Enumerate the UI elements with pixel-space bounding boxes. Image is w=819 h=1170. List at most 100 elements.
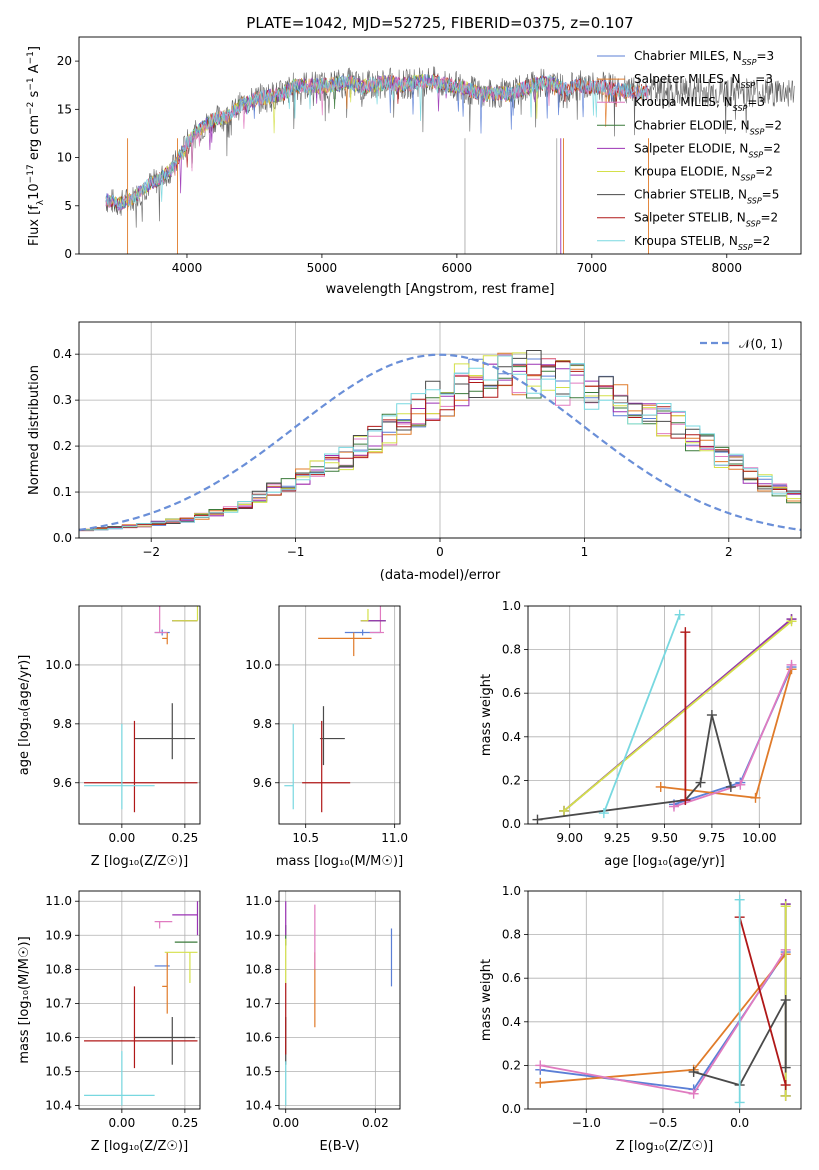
x-tick-label: 6000 — [442, 261, 473, 275]
spectrum-title: PLATE=1042, MJD=52725, FIBERID=0375, z=0… — [246, 14, 633, 32]
y-tick-label: 10.8 — [245, 962, 272, 976]
errorbar-salpeter-stelib — [84, 986, 198, 1069]
plot-area-weight_vs_Z — [535, 894, 791, 1108]
series-salpeter-miles — [655, 664, 797, 803]
y-tick-label: 0.2 — [53, 439, 72, 453]
y-tick-label: 9.6 — [253, 776, 272, 790]
y-tick-label: 10.4 — [45, 1099, 72, 1113]
age_vs_mass-xlabel: mass [log₁₀(M/M☉)] — [276, 854, 403, 869]
x-tick-label: 10.5 — [292, 831, 319, 845]
y-tick-label: 10.0 — [245, 658, 272, 672]
y-tick-label: 0.8 — [502, 928, 521, 942]
x-tick-label: −1 — [287, 545, 305, 559]
x-tick-label: 0.00 — [108, 1116, 135, 1130]
y-tick-label: 10.6 — [45, 1030, 72, 1044]
errorbar-kroupa-elodie — [164, 951, 198, 983]
y-tick-label: 15 — [57, 102, 72, 116]
legend-label-chabrier-miles: Chabrier MILES, NSSP=3 — [634, 49, 774, 67]
legend-label-kroupa-stelib: Kroupa STELIB, NSSP=2 — [634, 234, 770, 252]
residuals-ylabel: Normed distribution — [27, 365, 42, 495]
weight_vs_Z-xlabel: Z [log₁₀(Z/Z☉)] — [616, 1139, 713, 1154]
errorbar-kroupa-miles — [369, 606, 384, 634]
errorbar-kroupa-stelib — [84, 1051, 155, 1106]
errorbar-kroupa-miles — [154, 921, 173, 929]
y-tick-label: 1.0 — [502, 884, 521, 898]
y-tick-label: 20 — [57, 54, 72, 68]
spectrum-panel: PLATE=1042, MJD=52725, FIBERID=0375, z=0… — [26, 14, 802, 297]
errorbar-salpeter-miles — [162, 632, 168, 645]
y-tick-label: 0.4 — [502, 730, 521, 744]
age_vs_Z-xlabel: Z [log₁₀(Z/Z☉)] — [91, 854, 188, 869]
errorbar-salpeter-miles — [318, 632, 372, 657]
x-tick-label: 0.02 — [362, 1116, 389, 1130]
legend-label-chabrier-stelib: Chabrier STELIB, NSSP=5 — [634, 188, 779, 206]
x-tick-label: 0.25 — [172, 1116, 199, 1130]
y-tick-label: 10.9 — [245, 928, 272, 942]
series-kroupa-stelib — [734, 894, 745, 1108]
spectrum-xlabel: wavelength [Angstrom, rest frame] — [326, 282, 555, 297]
x-tick-label: 0 — [436, 545, 444, 559]
series-chabrier-stelib — [532, 710, 736, 824]
plot-area-age_vs_mass — [284, 606, 386, 813]
legend-label-kroupa-elodie: Kroupa ELODIE, NSSP=2 — [634, 165, 773, 183]
y-tick-label: 10 — [57, 151, 72, 165]
y-tick-label: 0 — [64, 247, 72, 261]
x-tick-label: 0.25 — [172, 831, 199, 845]
histogram-kroupa-stelib — [79, 355, 801, 538]
series-salpeter-stelib — [680, 627, 691, 806]
x-tick-label: 7000 — [577, 261, 608, 275]
series-kroupa-miles — [668, 659, 797, 812]
y-tick-label: 10.0 — [45, 658, 72, 672]
legend-label-salpeter-elodie: Salpeter ELODIE, NSSP=2 — [634, 141, 781, 159]
y-tick-label: 10.5 — [45, 1065, 72, 1079]
y-tick-label: 10.5 — [245, 1065, 272, 1079]
y-tick-label: 5 — [64, 199, 72, 213]
x-tick-label: 11.0 — [381, 831, 408, 845]
x-tick-label: 0.00 — [108, 831, 135, 845]
x-tick-label: 8000 — [712, 261, 743, 275]
mass_vs_Z-ylabel: mass [log₁₀(M/M☉)] — [17, 936, 32, 1063]
y-tick-label: 0.1 — [53, 485, 72, 499]
series-salpeter-stelib — [734, 912, 791, 1091]
x-tick-label: 0.0 — [730, 1116, 749, 1130]
y-tick-label: 0.6 — [502, 971, 521, 985]
errorbar-salpeter-stelib — [84, 720, 198, 813]
y-tick-label: 0.0 — [53, 531, 72, 545]
errorbar-salpeter-stelib — [302, 720, 351, 813]
y-tick-label: 11.0 — [45, 894, 72, 908]
x-tick-label: 9.25 — [604, 831, 631, 845]
x-tick-label: −2 — [142, 545, 160, 559]
plot-area-age_vs_Z — [84, 606, 199, 813]
weight_vs_age-ylabel: mass weight — [479, 674, 494, 756]
series-kroupa-elodie — [559, 616, 797, 816]
series-kroupa-stelib — [598, 609, 685, 819]
x-tick-label: 1 — [581, 545, 589, 559]
legend-label-salpeter-miles: Salpeter MILES, NSSP=3 — [634, 72, 773, 90]
mass_vs_Z-xlabel: Z [log₁₀(Z/Z☉)] — [91, 1139, 188, 1154]
y-tick-label: 0.8 — [502, 643, 521, 657]
y-tick-label: 0.0 — [502, 817, 521, 831]
histogram-salpeter-stelib — [79, 361, 801, 538]
mass-vs-ebv-panel: 0.00 0.02 10.4 10.5 10.6 10.7 10.8 10.9 11.0 E(B-… — [245, 890, 401, 1154]
plot-area-spectrum — [105, 66, 795, 254]
x-tick-label: 2 — [725, 545, 733, 559]
x-tick-label: 0.00 — [272, 1116, 299, 1130]
y-tick-label: 0.4 — [502, 1015, 521, 1029]
errorbar-chabrier-stelib — [319, 706, 345, 766]
y-tick-label: 10.6 — [245, 1030, 272, 1044]
y-tick-label: 0.4 — [53, 347, 72, 361]
x-tick-label: −1.0 — [572, 1116, 601, 1130]
x-tick-label: 9.50 — [651, 831, 678, 845]
age-vs-Z-panel: 0.00 0.25 9.6 9.8 10.0 Z [log₁₀(Z/Z☉)] age [lo… — [17, 605, 201, 869]
axes-frame — [78, 321, 802, 539]
residuals-xlabel: (data-model)/error — [380, 568, 501, 583]
y-tick-label: 10.7 — [245, 996, 272, 1010]
legend-label-salpeter-stelib: Salpeter STELIB, NSSP=2 — [634, 211, 778, 229]
y-tick-label: 1.0 — [502, 599, 521, 613]
spectrum-kroupa-stelib — [105, 73, 649, 209]
errorbar-kroupa-elodie — [172, 606, 199, 622]
spectrum-legend: Chabrier MILES, NSSP=3 Salpeter MILES, NS… — [597, 49, 782, 251]
axes-frame — [78, 605, 201, 825]
y-tick-label: 0.0 — [502, 1102, 521, 1116]
